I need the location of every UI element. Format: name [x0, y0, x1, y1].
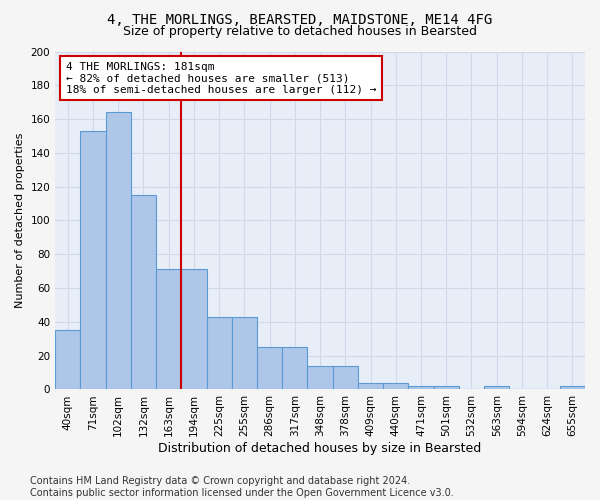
- Text: 4, THE MORLINGS, BEARSTED, MAIDSTONE, ME14 4FG: 4, THE MORLINGS, BEARSTED, MAIDSTONE, ME…: [107, 12, 493, 26]
- Bar: [332, 366, 358, 390]
- Bar: [358, 382, 383, 390]
- Bar: [156, 270, 181, 390]
- Text: 4 THE MORLINGS: 181sqm
← 82% of detached houses are smaller (513)
18% of semi-de: 4 THE MORLINGS: 181sqm ← 82% of detached…: [66, 62, 376, 95]
- Bar: [560, 386, 585, 390]
- Bar: [232, 317, 257, 390]
- Bar: [55, 330, 80, 390]
- Bar: [383, 382, 409, 390]
- Text: Contains HM Land Registry data © Crown copyright and database right 2024.
Contai: Contains HM Land Registry data © Crown c…: [30, 476, 454, 498]
- Y-axis label: Number of detached properties: Number of detached properties: [15, 133, 25, 308]
- Bar: [80, 131, 106, 390]
- Bar: [131, 195, 156, 390]
- Bar: [434, 386, 459, 390]
- Bar: [257, 347, 282, 390]
- Text: Size of property relative to detached houses in Bearsted: Size of property relative to detached ho…: [123, 25, 477, 38]
- Bar: [484, 386, 509, 390]
- Bar: [307, 366, 332, 390]
- Bar: [181, 270, 206, 390]
- Bar: [282, 347, 307, 390]
- Bar: [206, 317, 232, 390]
- Bar: [106, 112, 131, 390]
- Bar: [409, 386, 434, 390]
- X-axis label: Distribution of detached houses by size in Bearsted: Distribution of detached houses by size …: [158, 442, 482, 455]
